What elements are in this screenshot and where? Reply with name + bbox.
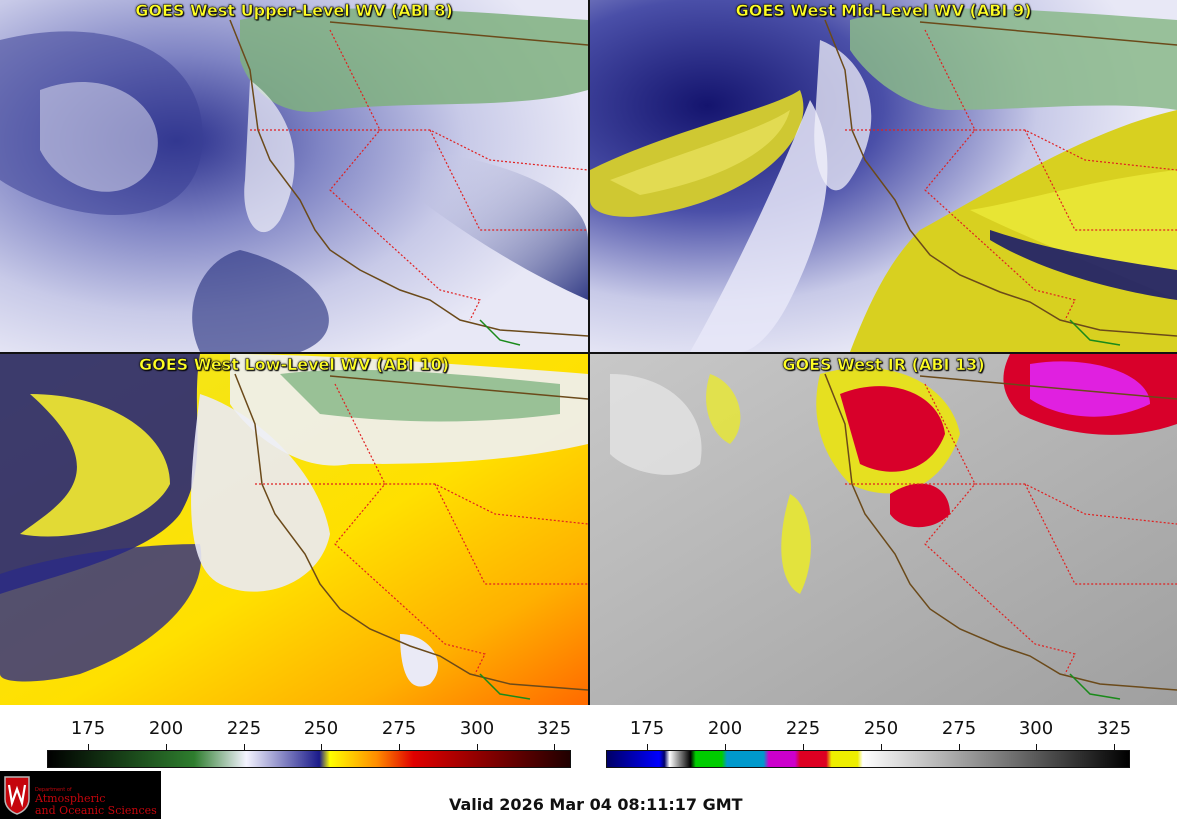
ir-tick-mark [1114,744,1115,750]
ir-tick-mark [1036,744,1037,750]
wv-tick-mark [88,744,89,750]
ir-tick-label: 175 [629,718,665,739]
ir-image [590,354,1177,705]
wv-tick-label: 300 [459,718,495,739]
wv-tick-mark [244,744,245,750]
ir-tick-mark [725,744,726,750]
mid-level-wv-panel: GOES West Mid-Level WV (ABI 9) [590,0,1177,352]
upper-level-wv-title: GOES West Upper-Level WV (ABI 8) [135,1,453,21]
logo-line2: and Oceanic Sciences [35,804,157,817]
logo-dept-text: Department of [35,787,72,793]
ir-tick-label: 250 [863,718,899,739]
ir-tick-label: 300 [1018,718,1054,739]
wv-tick-label: 175 [70,718,106,739]
wv-tick-mark [166,744,167,750]
ir-tick-label: 325 [1096,718,1132,739]
wv-tick-label: 325 [536,718,572,739]
wv-tick-mark [321,744,322,750]
ir-tick-mark [647,744,648,750]
ir-title: GOES West IR (ABI 13) [782,355,985,375]
upper-level-wv-image [0,0,588,352]
wv-tick-mark [399,744,400,750]
mid-level-wv-title: GOES West Mid-Level WV (ABI 9) [735,1,1032,21]
ir-tick-label: 275 [941,718,977,739]
ir-tick-mark [959,744,960,750]
valid-time: Valid 2026 Mar 04 08:11:17 GMT [449,795,743,814]
uw-aos-logo[interactable]: Department of Atmospheric and Oceanic Sc… [0,771,161,819]
wv-tick-label: 225 [226,718,262,739]
ir-tick-mark [881,744,882,750]
wv-tick-label: 200 [148,718,184,739]
wv-tick-label: 275 [381,718,417,739]
low-level-wv-title: GOES West Low-Level WV (ABI 10) [138,355,450,375]
wv-tick-mark [554,744,555,750]
mid-level-wv-image [590,0,1177,352]
uw-crest-icon [4,776,30,815]
ir-tick-mark [803,744,804,750]
ir-colorbar [606,750,1130,768]
panel-divider-horizontal [0,352,1177,354]
upper-level-wv-panel: GOES West Upper-Level WV (ABI 8) [0,0,588,352]
wv-tick-label: 250 [303,718,339,739]
logo-line1: Atmospheric [35,792,106,805]
ir-panel: GOES West IR (ABI 13) [590,354,1177,705]
low-level-wv-image [0,354,588,705]
wv-colorbar [47,750,571,768]
wv-tick-mark [477,744,478,750]
ir-tick-label: 225 [785,718,821,739]
ir-tick-label: 200 [707,718,743,739]
low-level-wv-panel: GOES West Low-Level WV (ABI 10) [0,354,588,705]
